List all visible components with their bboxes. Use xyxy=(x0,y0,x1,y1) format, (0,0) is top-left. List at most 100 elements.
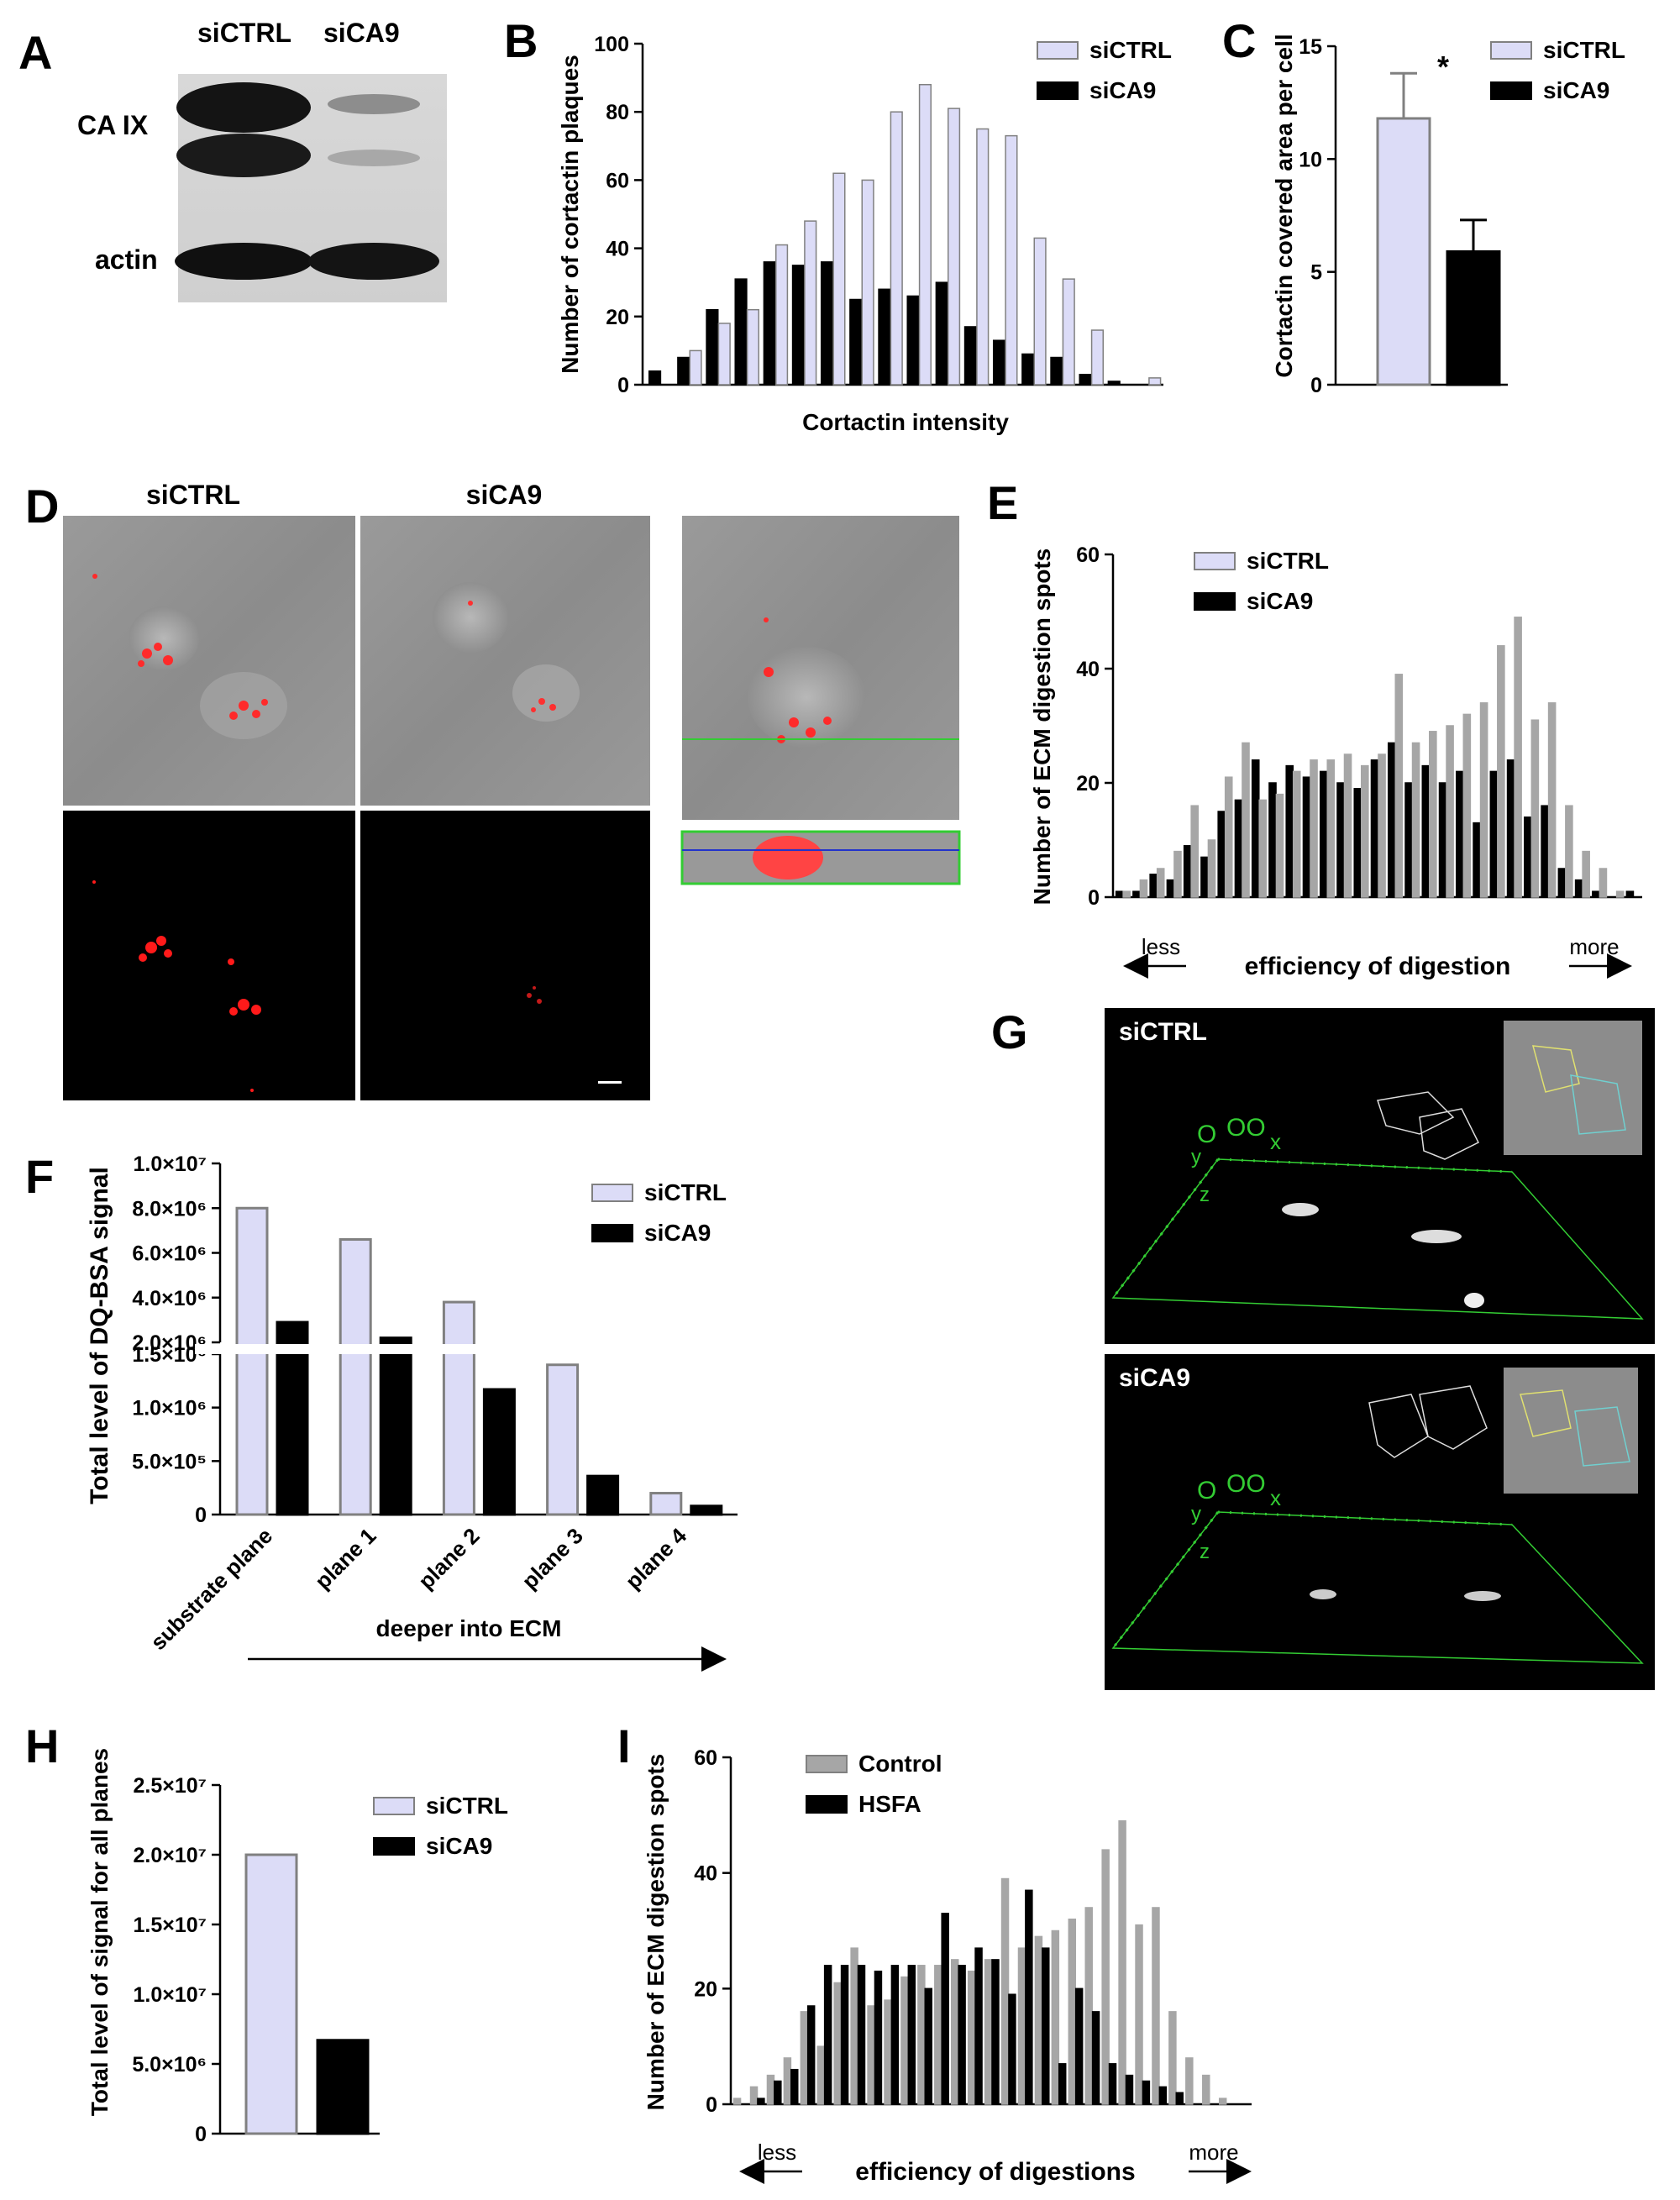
bar xyxy=(804,220,817,386)
arrow-label-right: more xyxy=(1569,934,1619,959)
bar xyxy=(1166,879,1175,898)
y-axis-label: Total level of signal for all planes xyxy=(87,1748,113,2116)
legend-swatch xyxy=(1194,592,1236,611)
bar xyxy=(1378,753,1386,898)
x-tick-label: plane 4 xyxy=(620,1523,691,1594)
band-caix-lower-ctrl xyxy=(176,134,311,177)
band-caix-upper-ctrl xyxy=(176,82,311,133)
bar xyxy=(1152,1907,1160,2105)
bar xyxy=(849,298,863,386)
arrow-label-right: more xyxy=(1189,2140,1238,2165)
y-tick-label: 10 xyxy=(1299,148,1322,171)
chart-i-ecm-digestion-hsfa: 0 20 40 60 Number of ECM digestion spots Cont… xyxy=(643,1746,1252,2186)
axis-label-x: x xyxy=(1270,1129,1281,1154)
y-tick-label: 0 xyxy=(1088,886,1100,910)
legend-label: siCA9 xyxy=(426,1833,492,1859)
bar xyxy=(1108,2063,1117,2105)
bar xyxy=(1050,356,1063,386)
y-tick-label: 0 xyxy=(195,2123,207,2146)
bar xyxy=(732,2098,742,2105)
y-tick-label: 1.0×10⁷ xyxy=(134,1983,207,2007)
x-tick-label: plane 2 xyxy=(413,1523,485,1594)
legend-label: siCTRL xyxy=(1089,37,1172,63)
bar xyxy=(1200,856,1209,898)
bar xyxy=(1285,764,1294,898)
bar xyxy=(906,295,920,386)
bar xyxy=(806,2005,816,2105)
bar xyxy=(791,265,805,386)
red-spots xyxy=(527,986,542,1004)
bar xyxy=(1319,770,1328,898)
bar xyxy=(907,1965,916,2105)
bar xyxy=(763,261,776,386)
bar xyxy=(1404,782,1413,898)
y-tick-label: 0 xyxy=(1310,374,1322,397)
bar xyxy=(974,1947,983,2105)
bar xyxy=(1438,782,1447,898)
legend-label: siCA9 xyxy=(644,1220,711,1246)
legend-swatch xyxy=(591,1224,633,1242)
legend-swatch xyxy=(1037,81,1079,100)
microscopy-panel-d: siCTRL siCA9 xyxy=(63,480,961,1100)
band-caix-upper-ca9 xyxy=(328,94,420,114)
bar xyxy=(948,108,961,386)
legend-swatch xyxy=(591,1184,633,1202)
red-spot-side xyxy=(753,836,823,879)
bar xyxy=(1497,645,1505,898)
bar xyxy=(1005,134,1018,386)
legend-label: siCTRL xyxy=(644,1179,727,1205)
y-tick-label: 15 xyxy=(1299,35,1322,59)
axis-label-z: z xyxy=(1200,1541,1210,1563)
axis-label-y-letter: y xyxy=(1191,1146,1201,1168)
bar xyxy=(649,1492,683,1516)
x-axis-label: deeper into ECM xyxy=(376,1615,562,1641)
axis-label-oo: OO xyxy=(1226,1470,1266,1498)
bar xyxy=(235,1206,269,1516)
digestion-spot xyxy=(1464,1591,1501,1601)
bar xyxy=(1592,890,1600,898)
lane-label-sica9: siCA9 xyxy=(323,18,400,48)
bar xyxy=(857,1965,866,2105)
bar xyxy=(1034,1935,1043,2105)
cell-body xyxy=(748,647,865,748)
bar xyxy=(1156,868,1165,898)
legend-swatch xyxy=(806,1795,848,1814)
bar xyxy=(1185,2057,1194,2105)
panel-label-e: E xyxy=(987,476,1018,529)
axis-break xyxy=(195,1344,732,1354)
y-axis-label: Total level of DQ-BSA signal xyxy=(86,1167,113,1504)
digestion-spot xyxy=(1310,1589,1336,1599)
bar xyxy=(783,2057,792,2105)
bar xyxy=(1343,753,1352,898)
bar xyxy=(1115,890,1124,898)
bar xyxy=(1258,799,1268,898)
bar xyxy=(1033,237,1047,386)
x-axis-label: Cortactin intensity xyxy=(802,409,1009,435)
y-tick-label: 60 xyxy=(694,1746,717,1770)
bar xyxy=(918,83,932,386)
bar xyxy=(1125,2074,1134,2105)
bar xyxy=(1132,890,1141,898)
bar xyxy=(984,1959,993,2105)
bar xyxy=(1183,845,1192,898)
chart-f-dqbsa-signal: 2.0×10⁶ 4.0×10⁶ 6.0×10⁶ 8.0×10⁶ 1.0×10⁷ 0 5.0×… xyxy=(86,1153,738,1672)
legend-swatch xyxy=(806,1755,848,1773)
bar xyxy=(677,356,690,386)
bar xyxy=(1557,868,1567,898)
y-tick-label: 2.5×10⁷ xyxy=(134,1774,207,1798)
scale-bar xyxy=(598,1081,622,1084)
legend-swatch xyxy=(1037,41,1079,60)
bar xyxy=(775,244,789,386)
y-tick-label: 20 xyxy=(606,306,629,329)
y-axis-label: Cortactin covered area per cell xyxy=(1271,34,1297,377)
cell-outline xyxy=(1520,1389,1572,1437)
bar xyxy=(1218,2098,1227,2105)
bar xyxy=(1514,617,1522,898)
bar xyxy=(1574,879,1583,898)
red-spots xyxy=(468,601,556,712)
y-axis-label: Number of cortactin plaques xyxy=(557,55,583,374)
bar xyxy=(861,179,874,386)
panel-label-d: D xyxy=(25,480,59,533)
bar xyxy=(917,1965,926,2105)
